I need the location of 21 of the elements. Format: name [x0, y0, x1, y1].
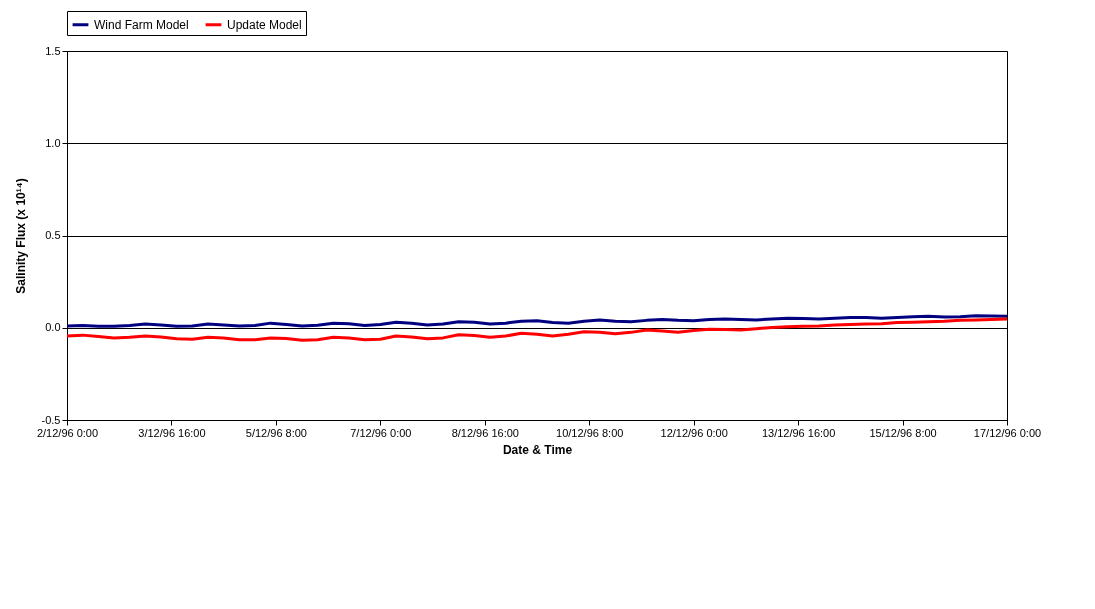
x-tick-label: 17/12/96 0:00 — [973, 426, 1042, 439]
line-series — [65, 314, 1009, 328]
x-tick-label: 15/12/96 8:00 — [869, 426, 937, 439]
y-tick-label: 1.0 — [45, 136, 61, 149]
x-tick-label: 12/12/96 0:00 — [660, 426, 728, 439]
x-tick-label: 3/12/96 16:00 — [138, 426, 206, 439]
line-series — [65, 317, 1009, 342]
y-tick-label: 0.0 — [45, 321, 61, 334]
x-tick-label: 10/12/96 8:00 — [556, 426, 624, 439]
y-axis-title: Salinity Flux (x 10¹⁴) — [13, 178, 28, 294]
x-tick-label: 8/12/96 16:00 — [451, 426, 519, 439]
x-tick-label: 2/12/96 0:00 — [36, 426, 99, 439]
y-tick-label: -0.5 — [41, 413, 61, 426]
legend-label: Wind Farm Model — [94, 17, 189, 32]
x-tick-label: 7/12/96 0:00 — [350, 426, 412, 439]
y-tick-label: 1.5 — [45, 44, 61, 57]
x-axis-title: Date & Time — [502, 442, 573, 457]
x-tick-label: 13/12/96 16:00 — [761, 426, 836, 439]
legend-label: Update Model — [227, 17, 302, 32]
y-tick-label: 0.5 — [45, 229, 61, 241]
x-tick-label: 5/12/96 8:00 — [245, 426, 307, 439]
